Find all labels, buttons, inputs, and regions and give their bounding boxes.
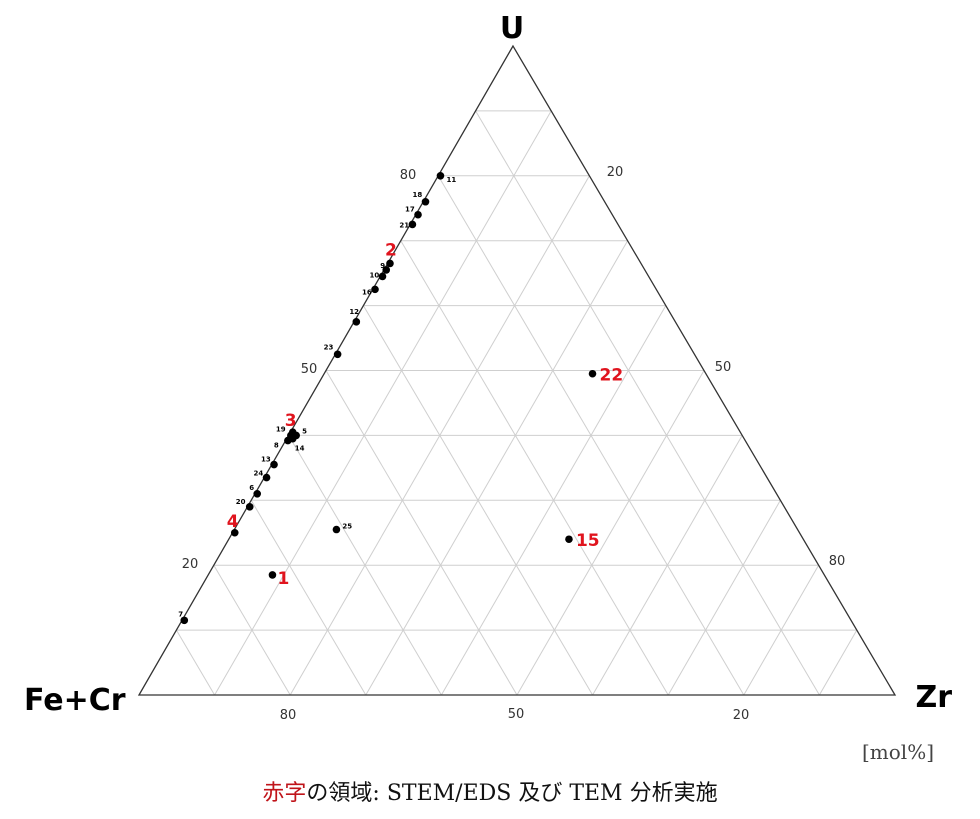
point-label-10: 10 <box>369 271 379 279</box>
tick-u-20: 20 <box>182 557 199 572</box>
data-point-6 <box>253 490 262 498</box>
point-label-20: 20 <box>236 498 246 506</box>
point-label-18: 18 <box>413 191 423 199</box>
point-label-15: 15 <box>576 531 600 551</box>
tick-zr-80: 80 <box>829 554 846 569</box>
point-label-13: 13 <box>261 456 271 464</box>
point-label-21: 21 <box>399 221 409 229</box>
data-point-4 <box>230 528 239 537</box>
tick-u-50: 50 <box>301 362 318 377</box>
data-point-12 <box>352 318 361 326</box>
data-point-9 <box>382 266 391 274</box>
point-label-16: 16 <box>362 288 372 296</box>
grid-line-fecr <box>213 564 291 696</box>
point-label-4: 4 <box>227 512 239 532</box>
point-label-5: 5 <box>302 427 307 435</box>
tick-fecr-20: 20 <box>733 708 750 723</box>
data-point-24 <box>262 473 271 482</box>
grid-line-zr <box>818 629 858 696</box>
point-label-23: 23 <box>324 343 334 351</box>
grid-line-fecr <box>475 110 820 696</box>
data-point-20 <box>245 502 254 511</box>
data-point-11 <box>436 172 445 180</box>
vertex-label-u: U <box>500 11 524 46</box>
unit-label: [mol%] <box>861 740 934 764</box>
data-point-23 <box>333 350 342 359</box>
data-point-15 <box>565 535 573 544</box>
tick-fecr-80: 80 <box>280 708 297 723</box>
caption-red-text: 赤字 <box>262 781 307 806</box>
grid-lines <box>175 110 858 696</box>
caption: 赤字の領域: STEM/EDS 及び TEM 分析実施 <box>0 775 980 807</box>
point-label-25: 25 <box>342 523 352 531</box>
point-label-11: 11 <box>446 176 456 184</box>
point-label-22: 22 <box>600 366 624 386</box>
grid-line-fecr <box>400 240 669 696</box>
point-label-19: 19 <box>276 425 286 433</box>
data-point-18 <box>421 197 430 206</box>
grid-line-zr <box>592 435 743 696</box>
vertex-label-fecr: Fe+Cr <box>24 683 126 718</box>
point-label-9: 9 <box>380 262 385 270</box>
tick-zr-50: 50 <box>715 360 732 375</box>
data-point-2 <box>386 259 394 268</box>
tick-fecr-50: 50 <box>508 707 525 722</box>
grid-line-fecr <box>250 500 367 696</box>
data-point-1 <box>268 571 277 579</box>
grid-line-zr <box>365 240 629 696</box>
point-label-7: 7 <box>178 610 183 618</box>
point-label-12: 12 <box>349 308 359 316</box>
point-label-6: 6 <box>249 484 254 492</box>
data-point-14 <box>288 434 297 443</box>
data-point-16 <box>371 285 379 294</box>
point-label-8: 8 <box>274 442 279 450</box>
grid-line-zr <box>214 110 552 696</box>
triangle-frame <box>137 44 897 696</box>
grid-line-fecr <box>325 370 518 696</box>
data-point-17 <box>414 210 422 219</box>
data-point-22 <box>588 369 597 378</box>
grid-line-zr <box>743 564 820 696</box>
point-label-24: 24 <box>254 470 264 478</box>
data-point-10 <box>378 272 387 281</box>
caption-text: の領域: STEM/EDS 及び TEM 分析実施 <box>306 781 718 806</box>
data-point-25 <box>332 525 341 534</box>
tick-u-80: 80 <box>400 168 417 183</box>
grid-line-zr <box>516 370 705 696</box>
point-label-2: 2 <box>385 240 397 260</box>
vertex-label-zr: Zr <box>915 680 952 715</box>
point-label-3: 3 <box>285 411 297 431</box>
data-point-7 <box>180 616 189 625</box>
grid-line-fecr <box>175 629 216 696</box>
point-label-14: 14 <box>295 445 305 453</box>
point-label-1: 1 <box>277 569 289 589</box>
tick-zr-20: 20 <box>607 165 624 180</box>
data-point-21 <box>408 220 417 229</box>
data-point-13 <box>270 460 278 469</box>
point-label-17: 17 <box>405 206 415 214</box>
grid-line-zr <box>667 500 781 696</box>
grid-line-fecr <box>288 435 442 696</box>
